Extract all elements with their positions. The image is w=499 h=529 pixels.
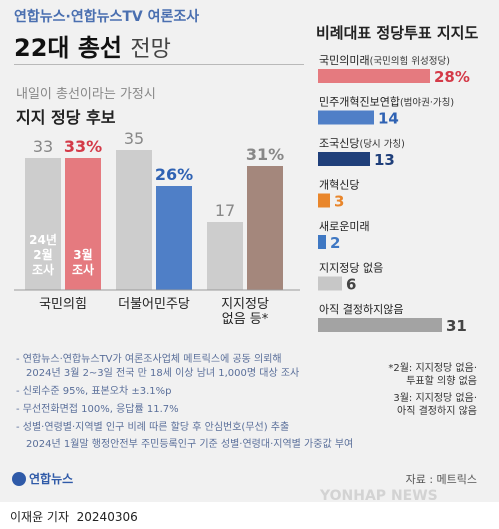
hbar-value-1: 14: [378, 110, 399, 128]
footnote-mar-line1: 3월: 지지정당 없음·: [393, 393, 477, 404]
hbar-6: [318, 318, 442, 332]
footnote-mar-line2: 아직 결정하지 않음: [397, 406, 477, 417]
party-label-2: 조국신당(당시 가칭): [319, 137, 405, 150]
hbar-3: [318, 193, 330, 208]
survey-note-1b: 2024년 3월 2~3일 전국 만 18세 이상 남녀 1,000명 대상 조…: [26, 368, 300, 379]
yna-logo-icon: [12, 472, 26, 486]
yna-logo: 연합뉴스: [12, 470, 73, 487]
bar-feb-1: [116, 150, 152, 290]
hbar-value-0: 28%: [434, 68, 470, 86]
hbar-value-6: 31: [446, 317, 467, 335]
label-mar-0: 33%: [64, 137, 102, 156]
right-chart-title: 비례대표 정당투표 지지도: [316, 24, 479, 42]
footnote-mar: 3월: 지지정당 없음· 아직 결정하지 않음: [393, 392, 477, 418]
category-label-2-0: 지지정당: [221, 297, 269, 312]
left-chart-subtitle: 내일이 총선이라는 가정시: [16, 87, 156, 102]
legend-mar-0: 3월: [73, 247, 92, 262]
header-divider: [14, 64, 304, 65]
hbar-5: [318, 276, 342, 291]
bar-feb-0: [25, 158, 61, 290]
party-label-3: 개혁신당: [319, 179, 359, 192]
hbar-value-5: 6: [346, 276, 356, 294]
legend-feb-1: 2월: [33, 247, 52, 262]
publish-date: 20240306: [76, 510, 138, 524]
header-title-light: 전망: [130, 37, 171, 62]
hbar-1: [318, 110, 374, 125]
label-feb-1: 35: [124, 129, 144, 148]
header-title-bold: 22대 총선: [14, 34, 122, 62]
byline: 이재윤 기자 20240306: [10, 508, 138, 525]
yonhap-watermark-text: YONHAP NEWS: [320, 488, 438, 504]
yonhap-watermark: YONHAP NEWS: [320, 488, 438, 504]
party-label-1: 민주개혁진보연합(범야권·가칭): [319, 96, 454, 109]
left-chart-title: 지지 정당 후보: [16, 108, 116, 127]
party-label-4: 새로운미래: [319, 220, 370, 233]
footnote-feb-line2: 투표할 의향 없음: [406, 376, 477, 387]
category-label-1-0: 더불어민주당: [118, 297, 190, 312]
bar-mar-0: [65, 158, 101, 290]
hbar-2: [318, 152, 370, 166]
hbar-value-3: 3: [334, 193, 344, 211]
source-label: 자료 : 메트릭스: [405, 473, 477, 486]
legend-feb-0: 24년: [29, 233, 57, 247]
footnote-feb-line1: *2월: 지지정당 없음·: [388, 363, 477, 374]
survey-note-1: - 연합뉴스·연합뉴스TV가 여론조사업체 메트릭스에 공동 의뢰해: [16, 354, 282, 365]
category-label-2-1: 없음 등*: [222, 312, 269, 327]
label-feb-2: 17: [215, 201, 235, 220]
hbar-value-4: 2: [330, 234, 340, 252]
party-label-6: 아직 결정하지않음: [319, 302, 403, 316]
legend-feb-2: 조사: [32, 262, 54, 277]
reporter-name: 이재윤 기자: [10, 510, 70, 524]
proportional-vote-chart: 국민의미래(국민의힘 위성정당)28% 민주개혁진보연합(범야권·가칭)14 조국신…: [318, 54, 470, 335]
label-feb-0: 33: [33, 137, 53, 156]
bar-feb-2: [207, 222, 243, 290]
header-subtitle: 연합뉴스·연합뉴스TV 여론조사: [14, 9, 200, 25]
legend-mar-1: 조사: [72, 262, 94, 277]
hbar-4: [318, 235, 326, 249]
bar-mar-2: [247, 166, 283, 290]
hbar-0: [318, 69, 430, 83]
label-mar-1: 26%: [155, 165, 193, 184]
party-label-0: 국민의미래(국민의힘 위성정당): [319, 54, 450, 67]
hbar-value-2: 13: [374, 151, 395, 169]
yna-logo-text: 연합뉴스: [29, 472, 74, 486]
survey-note-2: - 신뢰수준 95%, 표본오차 ±3.1%p: [16, 386, 172, 397]
survey-note-4b: 2024년 1월말 행정안전부 주민등록인구 기준 성별·연령대·지역별 가중값…: [26, 439, 354, 450]
category-label-0-0: 국민의힘: [39, 297, 87, 312]
party-label-5: 지지정당 없음: [319, 262, 383, 275]
footnote-feb: *2월: 지지정당 없음· 투표할 의향 없음: [388, 362, 477, 388]
header-title: 22대 총선 전망: [14, 28, 171, 63]
survey-note-3: - 무선전화면접 100%, 응답률 11.7%: [16, 404, 179, 415]
label-mar-2: 31%: [246, 145, 284, 164]
bar-mar-1: [156, 186, 192, 290]
survey-note-4: - 성별·연령별·지역별 인구 비례 따른 할당 후 안심번호(무선) 추출: [16, 422, 290, 433]
